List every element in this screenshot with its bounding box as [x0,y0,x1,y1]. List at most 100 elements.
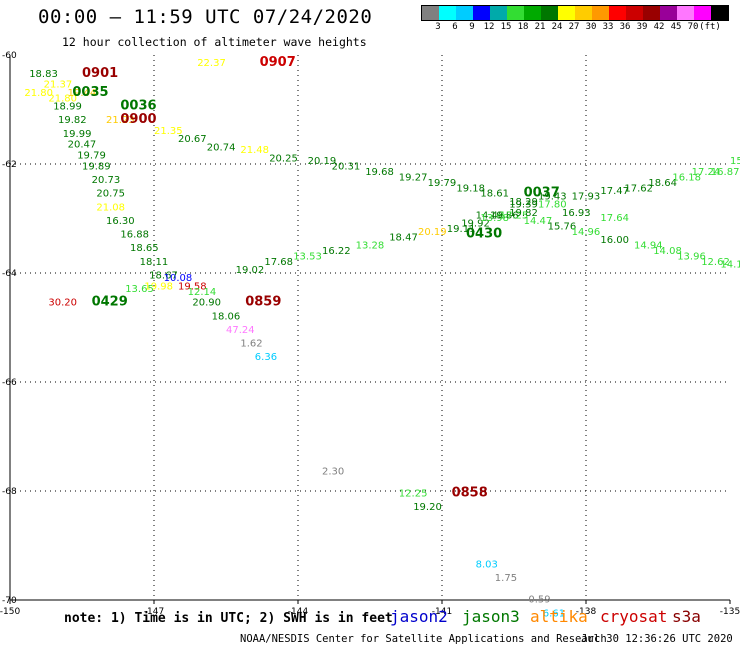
wave-height-label: 18.06 [212,311,241,322]
wave-height-label: 18.65 [130,243,159,254]
wave-height-label: 16.30 [106,216,135,227]
wave-height-label: 19.82 [509,208,538,219]
legend-label: 6 [452,22,458,32]
legend-swatch [609,6,626,20]
wave-height-label: 13.53 [293,251,322,262]
legend-label: 12 [483,22,495,32]
wave-height-label: 17.64 [600,213,629,224]
legend-swatch [507,6,524,20]
wave-height-label: 19.02 [236,265,265,276]
wave-height-label: 13.65 [125,284,154,295]
wave-height-label: 14.48 [476,211,505,222]
wave-height-label: 18.83 [29,69,58,80]
legend-label: 45 [670,22,682,32]
wave-height-label: 18.64 [648,178,677,189]
wave-height-label: 19.86 [490,211,519,222]
legend-swatch [524,6,541,20]
time-label: 0907 [260,55,296,70]
legend-label: 21 [534,22,546,32]
wave-height-label: 16.18 [672,172,701,183]
wave-height-label: 18.11 [140,257,169,268]
y-tick-label: -60 [2,51,17,61]
wave-height-label: 14.94 [634,240,663,251]
wave-height-label: 15.76 [548,221,577,232]
x-tick-label: -150 [0,607,20,617]
legend-swatch [711,6,728,20]
wave-height-label: 17.93 [572,191,601,202]
legend-altika: altika [530,607,588,626]
x-tick-label: -138 [576,607,597,617]
wave-height-label: 19.79 [428,178,457,189]
wave-height-label: 22.37 [197,58,226,69]
wave-height-label: 21.80 [48,93,77,104]
legend-label: 39 [636,22,648,32]
legend-label: (ft) [699,22,721,32]
legend-s3a: s3a [672,607,701,626]
wave-height-label: 6.61 [543,608,565,619]
wave-height-label: 19.43 [538,191,567,202]
legend-swatch [490,6,507,20]
legend-swatch [694,6,711,20]
wave-height-label: 19.89 [82,161,111,172]
note-text: note: 1) Time is in UTC; 2) SWH is in fe… [64,611,393,626]
wave-height-label: 17.80 [538,200,567,211]
legend-label: 24 [551,22,563,32]
wave-height-label: 21.35 [154,126,183,137]
wave-height-label: 8.03 [476,559,498,570]
chart-subtitle: 12 hour collection of altimeter wave hei… [62,35,367,49]
x-tick-label: -147 [144,607,164,617]
legend-label: 27 [568,22,580,32]
wave-height-label: 21.08 [96,202,125,213]
wave-height-label: 19.99 [63,129,92,140]
legend-label: 9 [469,22,475,32]
wave-height-label: 18.29 [509,197,538,208]
legend-label: 30 [585,22,597,32]
color-scale-legend [421,5,729,21]
wave-height-label: 19.82 [58,115,87,126]
wave-height-label: 18.61 [480,189,509,200]
legend-swatch [643,6,660,20]
wave-height-label: 10.08 [164,273,193,284]
y-tick-label: -66 [2,378,17,388]
wave-height-label: 16.00 [600,235,629,246]
legend-swatch [626,6,643,20]
wave-height-label: 17.62 [624,183,653,194]
wave-height-label: 19.98 [144,281,173,292]
wave-height-label: 1.75 [495,573,517,584]
time-label: 0900 [120,112,156,127]
legend-swatch [677,6,694,20]
y-tick-label: -64 [2,269,17,279]
wave-height-label: 18.67 [149,270,178,281]
legend-label: 3 [435,22,441,32]
wave-height-label: 16.93 [562,208,591,219]
wave-height-label: 20.25 [269,153,298,164]
time-label: 0037 [524,186,560,201]
wave-height-label: 19.44 [68,88,97,99]
legend-label: 36 [619,22,631,32]
wave-height-label: 0.59 [528,595,550,606]
wave-height-label: 20.31 [332,161,361,172]
wave-height-label: 19.79 [77,151,106,162]
x-tick-label: -135 [720,607,740,617]
wave-height-label: 16.87 [711,167,740,178]
wave-height-label: 2.30 [322,467,344,478]
wave-height-label: 15.97 [730,156,740,167]
wave-height-label: 20.19 [308,156,337,167]
wave-height-label: 14.18 [720,260,740,271]
wave-height-label: 20.47 [68,140,97,151]
wave-height-label: 14.47 [524,216,553,227]
wave-height-label: 13.28 [356,240,385,251]
wave-height-label: 47.24 [226,325,255,336]
legend-label: 70 [687,22,699,32]
wave-height-label: 14.08 [653,246,682,257]
wave-height-label: 20.73 [92,175,121,186]
wave-height-label: 19.27 [399,172,428,183]
legend-swatch [422,6,439,20]
wave-height-label: 21.80 [24,88,53,99]
wave-height-label: 13.98 [480,213,509,224]
wave-height-label: 14.96 [572,227,601,238]
legend-label: 18 [517,22,529,32]
wave-height-label: 12.25 [399,488,428,499]
legend-cryosat: cryosat [600,607,668,626]
